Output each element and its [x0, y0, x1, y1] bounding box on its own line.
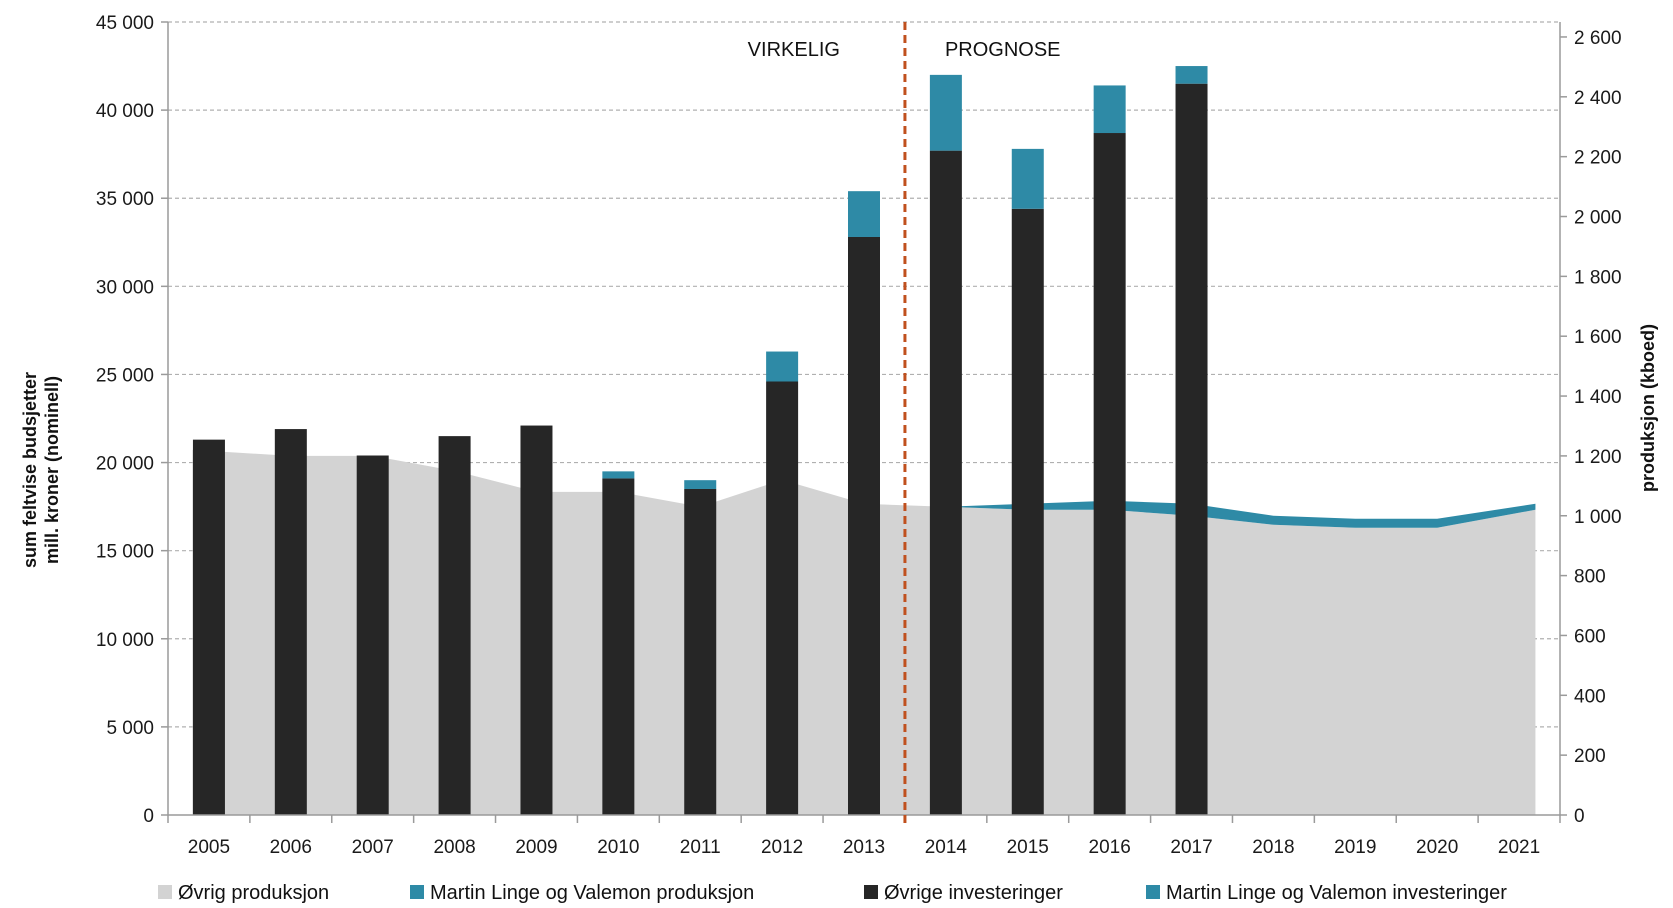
legend-swatch-ml-investeringer [1146, 885, 1160, 899]
bar-ovrige-investeringer-2006 [274, 429, 307, 815]
left-tick-label: 5 000 [106, 718, 154, 739]
annotation-forecast: PROGNOSE [945, 39, 1061, 61]
x-tick-label-2013: 2013 [843, 837, 885, 858]
legend-swatch-ovrig-produksjon [158, 885, 172, 899]
x-tick-label-2014: 2014 [925, 837, 968, 858]
right-axis-ticks: 0 200 400 600 800 1 000 1 200 1 400 1 600 1 800 2 … [1560, 28, 1622, 827]
right-axis-title: produksjon (kboed) [1638, 324, 1658, 492]
x-tick-label-2019: 2019 [1334, 837, 1376, 858]
left-tick-label: 15 000 [96, 542, 154, 563]
left-tick-label: 0 [143, 806, 154, 827]
right-tick-label: 2 200 [1574, 148, 1622, 169]
x-tick-label-2015: 2015 [1007, 837, 1049, 858]
right-tick-label: 1 600 [1574, 327, 1622, 348]
x-tick-label-2021: 2021 [1498, 837, 1540, 858]
bar-ovrige-investeringer-2013 [848, 236, 880, 816]
right-tick-label: 600 [1574, 626, 1606, 647]
bar-ovrige-investeringer-2010 [602, 478, 635, 815]
legend-swatch-ml-produksjon [410, 885, 424, 899]
right-tick-label: 400 [1574, 686, 1606, 707]
right-tick-label: 1 000 [1574, 507, 1622, 528]
annotation-actual: VIRKELIG [748, 39, 840, 61]
bar-ml-investeringer-2015 [1011, 148, 1044, 209]
bar-ovrige-investeringer-2015 [1011, 208, 1044, 816]
x-tick-label-2008: 2008 [433, 837, 475, 858]
left-tick-label: 30 000 [96, 277, 154, 298]
x-tick-label-2005: 2005 [188, 837, 230, 858]
bar-ml-investeringer-2010 [602, 471, 635, 479]
right-tick-label: 1 400 [1574, 387, 1622, 408]
left-axis-title-line-2: mill. kroner (nominell) [42, 376, 62, 564]
right-tick-label: 1 200 [1574, 447, 1622, 468]
x-tick-label-2009: 2009 [515, 837, 557, 858]
legend-swatch-ovrige-investeringer [864, 885, 878, 899]
x-tick-label-2018: 2018 [1252, 837, 1294, 858]
investment-bars [192, 66, 1208, 816]
left-axis-ticks: 0 5 000 10 000 15 000 20 000 25 000 30 000 35 0… [96, 13, 168, 827]
left-tick-label: 35 000 [96, 189, 154, 210]
left-tick-label: 45 000 [96, 13, 154, 34]
x-tick-label-2017: 2017 [1170, 837, 1212, 858]
bar-ovrige-investeringer-2017 [1175, 83, 1208, 815]
left-tick-label: 25 000 [96, 365, 154, 386]
right-tick-label: 2 400 [1574, 88, 1622, 109]
x-tick-label-2010: 2010 [597, 837, 639, 858]
bar-ml-investeringer-2012 [766, 351, 799, 382]
right-tick-label: 0 [1574, 806, 1585, 827]
x-tick-label-2011: 2011 [680, 837, 721, 858]
x-axis-ticks: 2005 2006 2007 2008 2009 2010 2011 2012 2013 2014… [167, 815, 1561, 858]
bar-ovrige-investeringer-2014 [929, 150, 962, 816]
right-tick-label: 1 800 [1574, 267, 1622, 288]
bar-ovrige-investeringer-2005 [192, 439, 225, 815]
legend-label-ovrige-investeringer: Øvrige investeringer [884, 882, 1063, 904]
bar-ml-investeringer-2013 [848, 191, 880, 237]
left-axis-title-line-1: sum feltvise budsjetter [20, 372, 40, 568]
x-tick-label-2020: 2020 [1416, 837, 1458, 858]
x-tick-label-2016: 2016 [1089, 837, 1131, 858]
bar-ml-investeringer-2017 [1175, 66, 1208, 84]
bar-ovrige-investeringer-2009 [520, 425, 553, 815]
axes [167, 22, 1561, 816]
legend-label-ml-investeringer: Martin Linge og Valemon investeringer [1166, 882, 1507, 904]
x-tick-label-2006: 2006 [270, 837, 312, 858]
legend-label-ml-produksjon: Martin Linge og Valemon produksjon [430, 882, 754, 904]
bar-ovrige-investeringer-2012 [766, 381, 799, 815]
left-tick-label: 10 000 [96, 630, 154, 651]
x-tick-label-2012: 2012 [761, 837, 803, 858]
legend: Øvrig produksjon Martin Linge og Valemon… [158, 882, 1507, 904]
bar-ovrige-investeringer-2016 [1093, 133, 1126, 815]
bar-ovrige-investeringer-2011 [684, 488, 717, 815]
bar-ml-investeringer-2011 [684, 480, 717, 489]
left-tick-label: 40 000 [96, 101, 154, 122]
x-tick-label-2007: 2007 [352, 837, 394, 858]
left-tick-label: 20 000 [96, 454, 154, 475]
bar-ml-investeringer-2016 [1093, 85, 1126, 134]
bar-ovrige-investeringer-2007 [356, 455, 389, 815]
bar-ovrige-investeringer-2008 [438, 436, 471, 815]
bar-ml-investeringer-2014 [929, 74, 962, 151]
right-tick-label: 800 [1574, 567, 1606, 588]
right-tick-label: 2 600 [1574, 28, 1622, 49]
right-tick-label: 200 [1574, 746, 1606, 767]
right-tick-label: 2 000 [1574, 208, 1622, 229]
legend-label-ovrig-produksjon: Øvrig produksjon [178, 882, 329, 904]
